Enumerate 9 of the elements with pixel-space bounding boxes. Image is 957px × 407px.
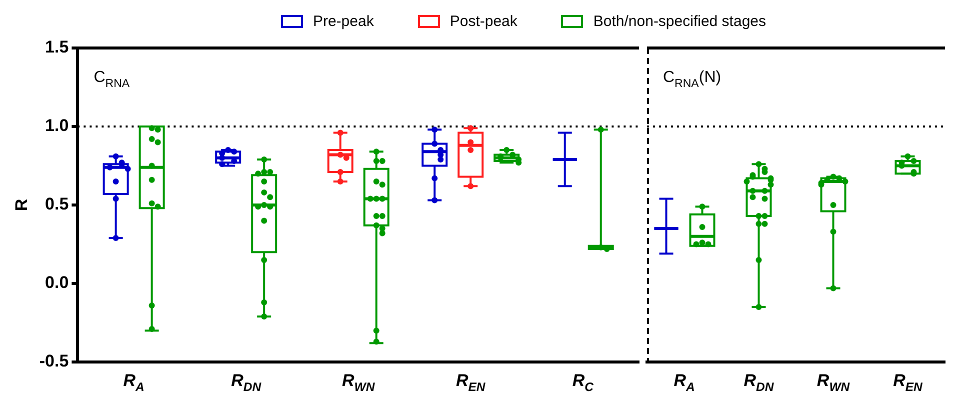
y-tick-label: 1.0 bbox=[45, 116, 69, 136]
legend-label: Both/non-specified stages bbox=[593, 12, 766, 30]
legend-label: Pre-peak bbox=[312, 12, 374, 30]
y-axis-title: R bbox=[12, 198, 31, 212]
y-tick-label: -0.5 bbox=[39, 352, 69, 371]
y-tick-label: 1.5 bbox=[45, 38, 69, 57]
legend-label: Post-peak bbox=[450, 12, 518, 30]
y-tick-label: 0.0 bbox=[45, 273, 69, 292]
y-tick-label: 0.5 bbox=[45, 194, 69, 214]
